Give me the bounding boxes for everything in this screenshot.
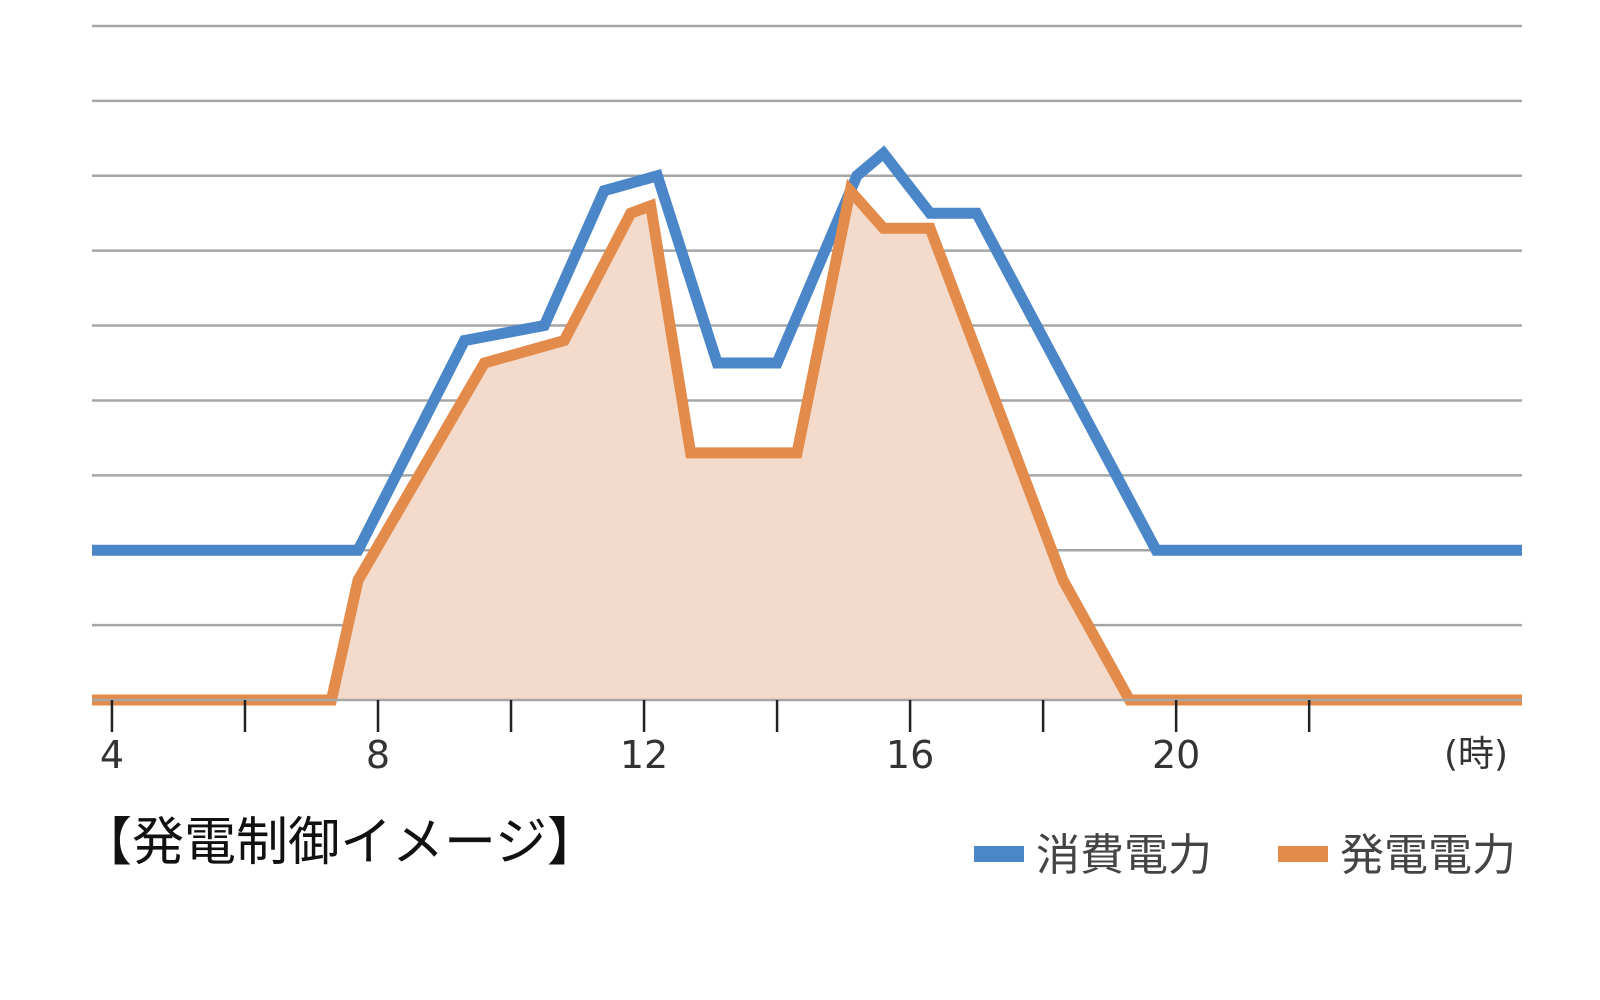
x-unit-label: (時) [1444,734,1508,775]
legend-swatch-generation [1278,846,1328,862]
x-tick-label: 20 [1152,733,1200,777]
x-axis: 4 8 12 16 20 [92,698,1522,777]
x-tick-label: 12 [620,733,668,777]
series-area-1 [92,190,1522,700]
series-line-0 [92,145,1522,556]
series-line-1 [92,178,1522,706]
series-lines [92,145,1522,706]
area-fills [92,190,1522,700]
legend-label-consumption: 消費電力 [1036,830,1212,881]
legend-label-generation: 発電電力 [1340,830,1516,881]
x-tick-label: 8 [366,733,390,777]
x-tick-label: 16 [886,733,934,777]
x-tick-label: 4 [100,733,124,777]
legend: 消費電力 発電電力 [974,830,1516,881]
chart-title: 【発電制御イメージ】 [80,813,599,873]
legend-swatch-consumption [974,846,1024,862]
